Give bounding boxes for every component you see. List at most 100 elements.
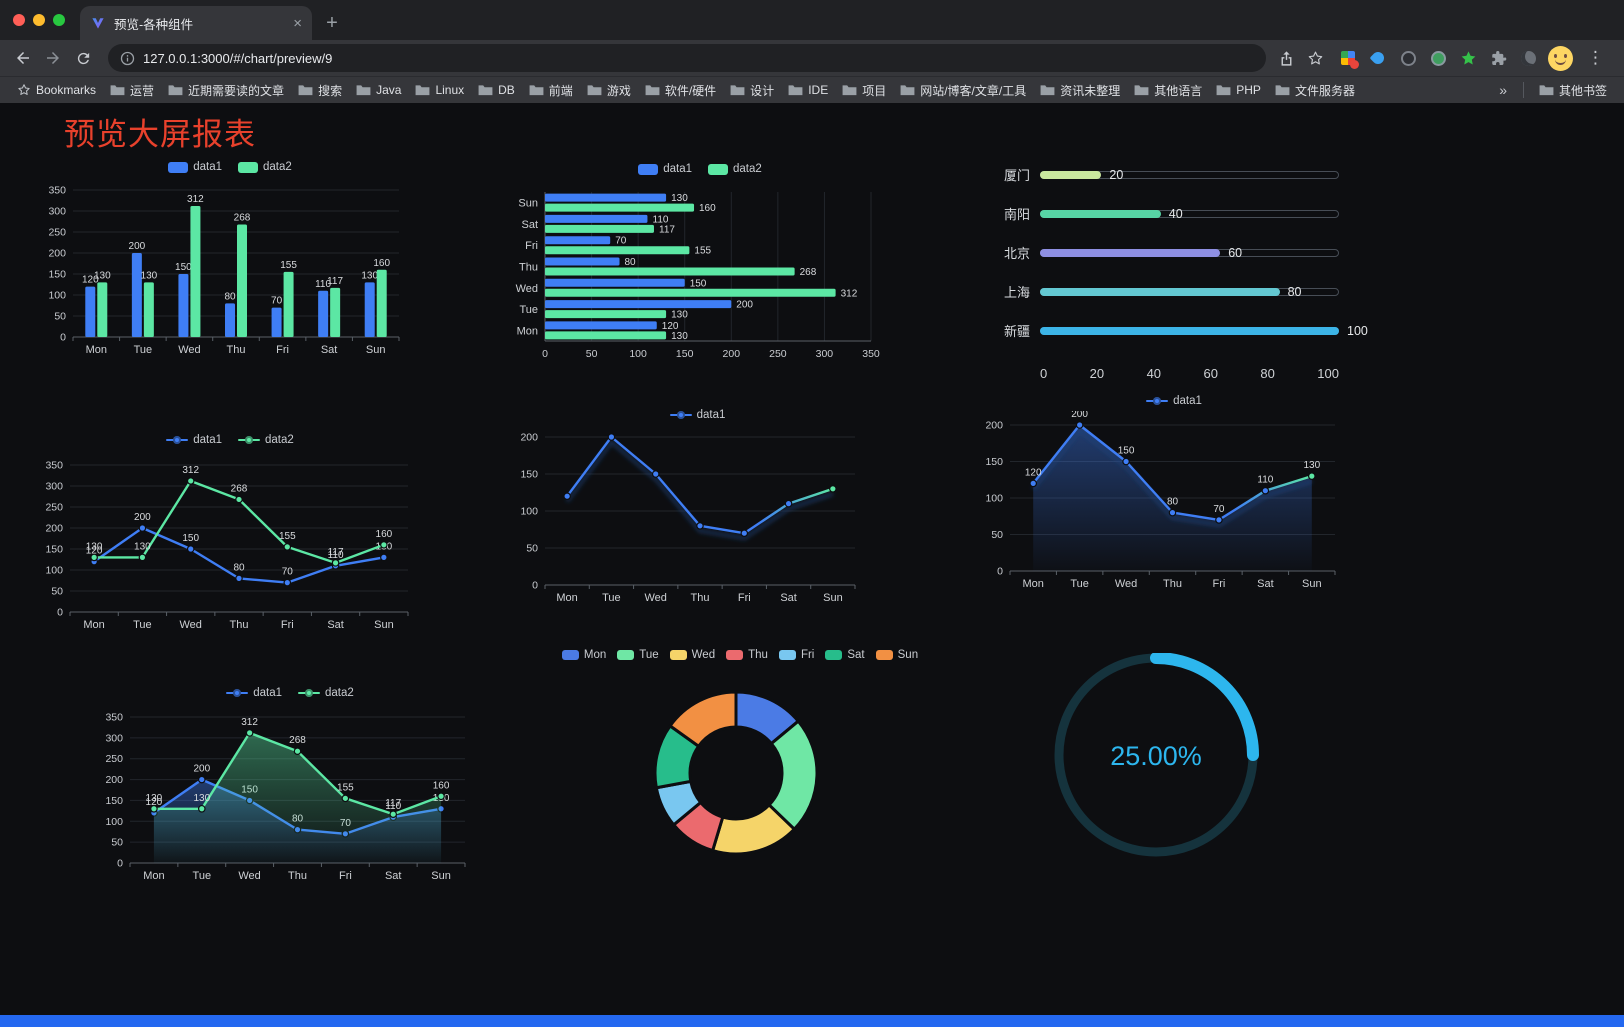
progress-row-新疆[interactable]: 新疆 100 — [990, 311, 1368, 350]
bookmark-item[interactable]: 项目 — [835, 80, 893, 101]
bookmark-item[interactable]: 其他语言 — [1127, 80, 1209, 101]
svg-text:Fri: Fri — [276, 344, 289, 356]
bookmark-item[interactable]: 搜索 — [291, 80, 349, 101]
minimize-window-button[interactable] — [33, 14, 45, 26]
progress-row-北京[interactable]: 北京 60 — [990, 233, 1339, 272]
legend-item-Fri[interactable]: Fri — [778, 649, 814, 661]
browser-tab[interactable]: 预览-各种组件 × — [80, 6, 312, 40]
chart-line-single[interactable]: data1 0 50 100 150 200 Mon Tue Wed Thu Fri Sat Sun — [505, 405, 890, 608]
svg-text:0: 0 — [60, 332, 66, 344]
svg-text:130: 130 — [193, 793, 210, 804]
legend-item-Wed[interactable]: Wed — [669, 649, 715, 661]
site-info-icon[interactable] — [120, 51, 135, 66]
legend-item-data1[interactable]: data1 — [669, 409, 725, 421]
svg-text:Mon: Mon — [1022, 578, 1043, 590]
legend-item-data2[interactable]: data2 — [298, 687, 354, 699]
chart-line-area-single[interactable]: data1 0 50 100 150 200 Mon Tue Wed Thu Fri Sat Sun 12… — [978, 391, 1370, 595]
bookmark-item[interactable]: Java — [349, 81, 408, 99]
extension-moon-icon[interactable] — [1518, 48, 1538, 68]
extension-green-circle-icon[interactable] — [1428, 48, 1448, 68]
extension-drop-icon[interactable] — [1368, 48, 1388, 68]
bookmark-star-icon[interactable] — [1307, 50, 1324, 67]
legend-item-data2[interactable]: data2 — [238, 434, 294, 446]
profile-avatar[interactable] — [1548, 45, 1573, 71]
bookmark-item[interactable]: 资讯未整理 — [1033, 80, 1127, 101]
progress-value: 20 — [1109, 167, 1124, 182]
legend-marker — [168, 161, 189, 173]
bookmark-item[interactable]: Bookmarks — [10, 81, 103, 99]
svg-text:200: 200 — [129, 241, 146, 252]
progress-row-南阳[interactable]: 南阳 40 — [990, 194, 1339, 233]
star-icon — [17, 83, 31, 97]
new-tab-button[interactable]: + — [326, 11, 338, 34]
legend-label: data1 — [253, 687, 282, 699]
chart-bar-horizontal[interactable]: data1 data2 0 50 100 150 200 250 300 350 Sun 130 160… — [500, 159, 900, 361]
svg-text:160: 160 — [376, 529, 393, 540]
svg-text:300: 300 — [105, 732, 123, 744]
svg-text:70: 70 — [615, 236, 627, 247]
progress-rows: 厦门 20 南阳 40 北京 60 上海 80 新疆 100 — [990, 155, 1368, 350]
back-button[interactable] — [10, 45, 36, 71]
bookmark-item[interactable]: IDE — [781, 81, 835, 99]
legend-item-data1[interactable]: data1 — [638, 163, 692, 175]
bookmark-item[interactable]: PHP — [1209, 81, 1268, 99]
progress-row-上海[interactable]: 上海 80 — [990, 272, 1339, 311]
bookmark-item[interactable]: 游戏 — [580, 80, 638, 101]
legend-marker — [726, 650, 744, 660]
svg-text:Sat: Sat — [1257, 578, 1274, 590]
extensions-puzzle-icon[interactable] — [1488, 48, 1508, 68]
bookmarks-overflow-icon[interactable]: » — [1499, 82, 1507, 98]
legend-item-data1[interactable]: data1 — [168, 161, 222, 173]
extension-grid-icon[interactable] — [1338, 48, 1359, 69]
chart-donut[interactable]: Mon Tue Wed Thu Fri Sat Sun — [545, 645, 935, 965]
legend-item-data1[interactable]: data1 — [226, 687, 282, 699]
legend-item-Tue[interactable]: Tue — [617, 649, 659, 661]
svg-text:50: 50 — [54, 311, 66, 323]
chart-bar-vertical[interactable]: data1 data2 0 50 100 150 200 250 300 350 Mon Tue Wed… — [40, 157, 420, 359]
svg-text:200: 200 — [45, 523, 63, 535]
tab-close-icon[interactable]: × — [293, 14, 302, 32]
legend-item-data2[interactable]: data2 — [708, 163, 762, 175]
share-icon[interactable] — [1278, 50, 1295, 67]
close-window-button[interactable] — [13, 14, 25, 26]
bookmark-item[interactable]: 运营 — [103, 80, 161, 101]
extension-star-icon[interactable] — [1458, 48, 1478, 68]
folder-icon — [788, 84, 803, 96]
bookmark-item[interactable]: 前端 — [522, 80, 580, 101]
chart-legend: Mon Tue Wed Thu Fri Sat Sun — [545, 645, 935, 665]
forward-button[interactable] — [40, 45, 66, 71]
svg-text:100: 100 — [985, 493, 1003, 505]
bookmark-item[interactable]: DB — [471, 81, 522, 99]
legend-item-Mon[interactable]: Mon — [561, 649, 606, 661]
bookmark-item[interactable]: 设计 — [723, 80, 781, 101]
bookmark-item[interactable]: Linux — [408, 81, 471, 99]
chart-line-area-two[interactable]: data1 data2 0 50 100 150 200 250 300 350 Mon Tue Wed… — [100, 683, 480, 886]
extension-dark-circle-icon[interactable] — [1398, 48, 1418, 68]
legend-item-data2[interactable]: data2 — [238, 161, 292, 173]
legend-item-Sun[interactable]: Sun — [875, 649, 918, 661]
legend-item-Sat[interactable]: Sat — [825, 649, 865, 661]
legend-item-data1[interactable]: data1 — [166, 434, 222, 446]
fullscreen-window-button[interactable] — [53, 14, 65, 26]
progress-row-厦门[interactable]: 厦门 20 — [990, 155, 1339, 194]
browser-menu-icon[interactable]: ⋮ — [1587, 48, 1604, 67]
address-bar[interactable]: 127.0.0.1:3000/#/chart/preview/9 — [108, 44, 1266, 72]
gauge-svg: 25.00% — [1054, 653, 1259, 857]
svg-text:110: 110 — [1257, 475, 1273, 486]
svg-text:130: 130 — [146, 793, 163, 804]
url-text[interactable]: 127.0.0.1:3000/#/chart/preview/9 — [143, 50, 333, 66]
other-bookmarks-folder[interactable]: 其他书签 — [1532, 80, 1614, 101]
chart-line-two-series[interactable]: data1 data2 0 50 100 150 200 250 300 350 Mon Tue Wed… — [40, 430, 420, 631]
legend-item-Thu[interactable]: Thu — [726, 649, 768, 661]
legend-item-data1[interactable]: data1 — [1146, 395, 1202, 407]
chart-city-progress[interactable]: 厦门 20 南阳 40 北京 60 上海 80 新疆 100 0 20 40 60 80 100 — [990, 155, 1368, 382]
chart-gauge[interactable]: 25.00% — [1046, 653, 1266, 863]
bookmark-item[interactable]: 软件/硬件 — [638, 80, 723, 101]
svg-text:Sun: Sun — [823, 592, 843, 604]
svg-text:Fri: Fri — [1212, 578, 1225, 590]
svg-text:130: 130 — [134, 541, 151, 552]
bookmark-item[interactable]: 近期需要读的文章 — [161, 80, 291, 101]
reload-button[interactable] — [70, 45, 96, 71]
bookmark-item[interactable]: 网站/博客/文章/工具 — [893, 80, 1033, 101]
bookmark-item[interactable]: 文件服务器 — [1268, 80, 1362, 101]
